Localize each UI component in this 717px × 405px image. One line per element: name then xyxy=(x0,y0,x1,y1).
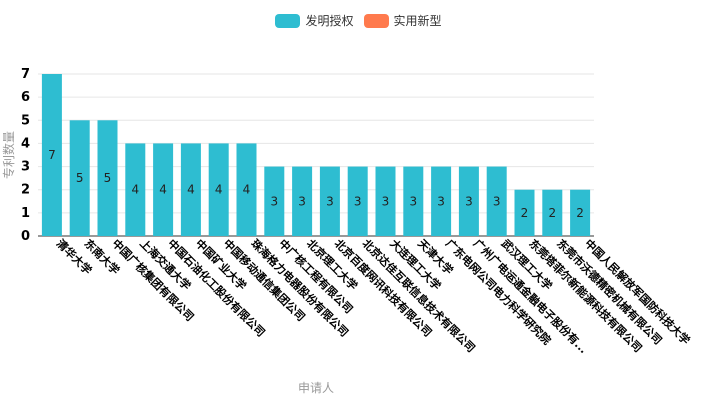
bar xyxy=(41,74,62,236)
bar-data-label: 3 xyxy=(493,194,501,208)
bar-data-label: 3 xyxy=(326,194,334,208)
bar-data-label: 4 xyxy=(187,183,195,197)
bar xyxy=(264,166,285,236)
bar xyxy=(542,189,563,236)
bar-data-label: 4 xyxy=(243,183,251,197)
bar-data-label: 3 xyxy=(382,194,390,208)
bar-data-label: 5 xyxy=(104,171,112,185)
bar xyxy=(292,166,313,236)
bar-data-label: 7 xyxy=(48,148,56,162)
y-tick-label: 5 xyxy=(21,113,30,128)
bar-data-label: 4 xyxy=(131,183,139,197)
x-axis-title: 申请人 xyxy=(298,381,334,395)
bar xyxy=(236,143,257,236)
bar xyxy=(403,166,424,236)
legend-label-utility: 实用新型 xyxy=(393,14,442,28)
bar xyxy=(431,166,452,236)
bar-data-label: 3 xyxy=(465,194,473,208)
bar xyxy=(347,166,368,236)
y-tick-label: 2 xyxy=(21,183,30,198)
y-tick-label: 4 xyxy=(21,136,30,151)
bar xyxy=(97,120,118,236)
bar-data-label: 4 xyxy=(215,183,223,197)
bar xyxy=(69,120,90,236)
bar-data-label: 2 xyxy=(576,206,584,220)
y-tick-label: 0 xyxy=(21,229,30,244)
bar xyxy=(375,166,396,236)
bar xyxy=(319,166,340,236)
chart-legend: 发明授权 实用新型 xyxy=(0,12,717,29)
bar xyxy=(180,143,201,236)
bar-data-label: 3 xyxy=(298,194,306,208)
legend-label-invention: 发明授权 xyxy=(305,14,354,28)
category-label: 中国人民解放军国防科技大学 xyxy=(582,236,693,347)
y-axis-title: 专利数量 xyxy=(1,131,16,179)
bar-data-label: 3 xyxy=(409,194,417,208)
bar-data-label: 4 xyxy=(159,183,167,197)
bar-data-label: 2 xyxy=(548,206,556,220)
bar-data-label: 3 xyxy=(437,194,445,208)
y-tick-label: 7 xyxy=(21,67,30,82)
legend-swatch-invention xyxy=(275,13,301,28)
y-tick-label: 3 xyxy=(21,160,30,175)
legend-item-utility[interactable]: 实用新型 xyxy=(363,12,442,29)
bar-data-label: 2 xyxy=(521,206,529,220)
bar xyxy=(153,143,174,236)
bar-data-label: 3 xyxy=(270,194,278,208)
y-tick-label: 1 xyxy=(21,206,30,221)
bar xyxy=(458,166,479,236)
bar xyxy=(486,166,507,236)
y-tick-label: 6 xyxy=(21,90,30,105)
bar xyxy=(208,143,229,236)
bar-data-label: 5 xyxy=(76,171,84,185)
legend-item-invention[interactable]: 发明授权 xyxy=(275,12,354,29)
bar-data-label: 3 xyxy=(354,194,362,208)
legend-swatch-utility xyxy=(363,13,389,28)
bar xyxy=(125,143,146,236)
bar xyxy=(570,189,591,236)
bar xyxy=(514,189,535,236)
